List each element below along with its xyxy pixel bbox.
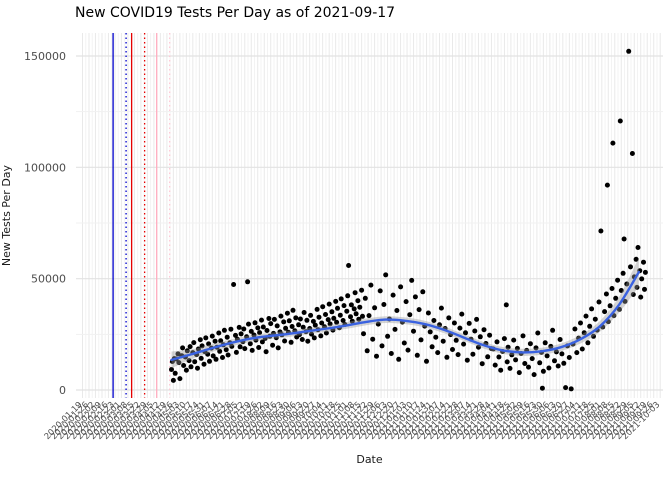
svg-text:50000: 50000 bbox=[31, 273, 66, 286]
y-tick-labels: 0 50000 100000 150000 bbox=[24, 50, 66, 397]
svg-text:100000: 100000 bbox=[24, 161, 66, 174]
reference-vlines bbox=[112, 33, 171, 398]
smooth-line bbox=[170, 270, 641, 362]
scatter-points bbox=[169, 48, 648, 392]
svg-text:150000: 150000 bbox=[24, 50, 66, 63]
x-axis-title: Date bbox=[356, 453, 383, 466]
svg-text:0: 0 bbox=[59, 384, 66, 397]
x-tick-labels: 2020-01-192020-01-262020-02-022020-02-09… bbox=[43, 400, 663, 442]
chart-title: New COVID19 Tests Per Day as of 2021-09-… bbox=[75, 5, 396, 21]
